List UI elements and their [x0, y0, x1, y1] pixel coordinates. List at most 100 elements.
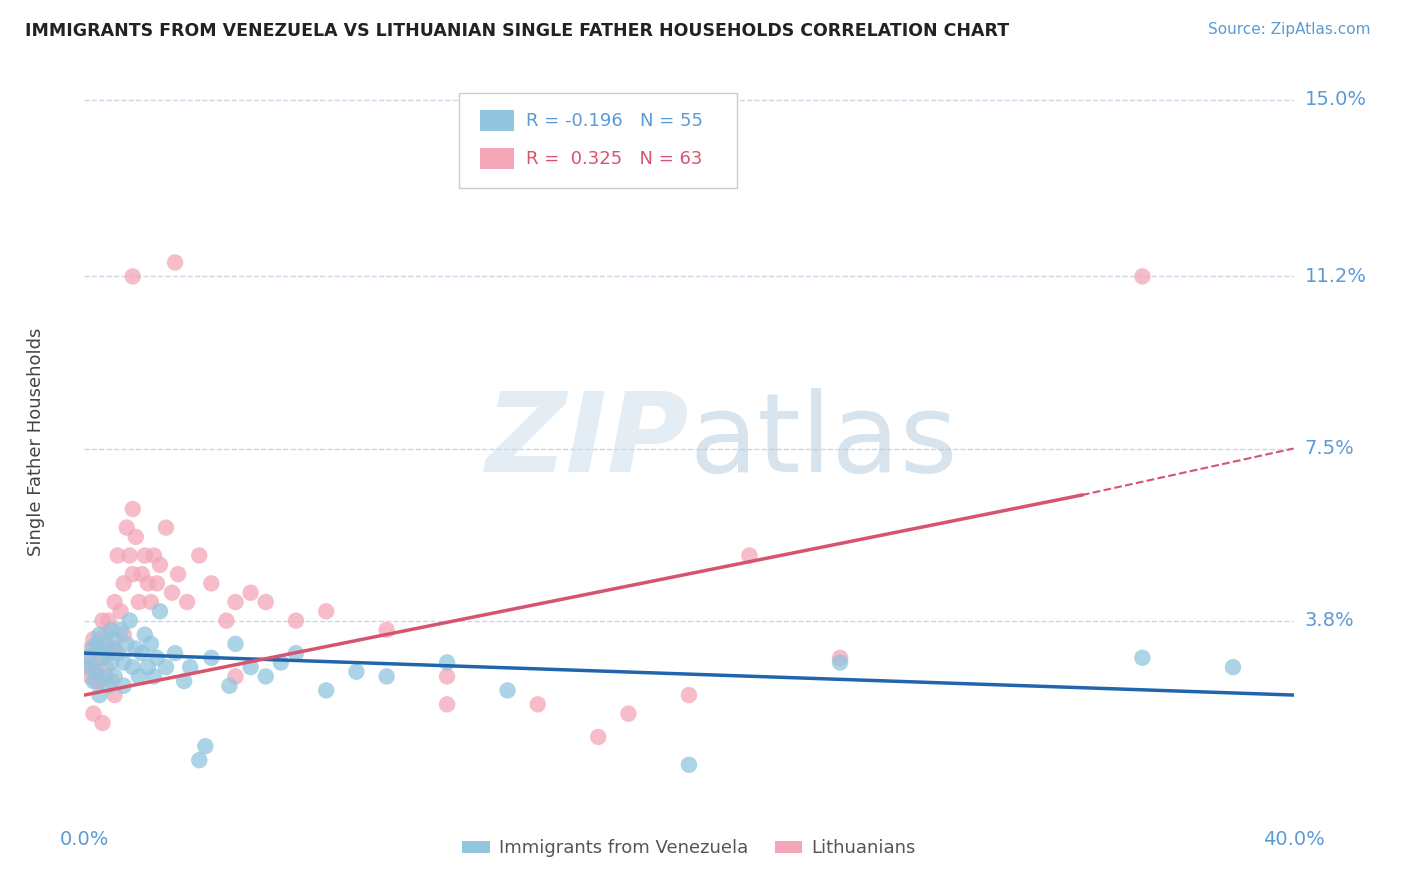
Point — [830, 650, 852, 665]
Point — [165, 255, 187, 269]
Point — [179, 660, 201, 674]
Point — [112, 679, 135, 693]
Point — [225, 637, 247, 651]
Point — [194, 739, 217, 754]
Point — [79, 669, 101, 683]
Point — [91, 614, 114, 628]
Point — [496, 683, 519, 698]
Point — [110, 604, 132, 618]
Point — [82, 706, 104, 721]
Point — [830, 656, 852, 670]
Text: 15.0%: 15.0% — [1305, 90, 1367, 109]
Point — [104, 641, 127, 656]
Point — [121, 269, 143, 284]
Point — [89, 688, 111, 702]
Point — [107, 549, 129, 563]
Legend: Immigrants from Venezuela, Lithuanians: Immigrants from Venezuela, Lithuanians — [456, 832, 922, 864]
Point — [128, 595, 150, 609]
Point — [155, 660, 177, 674]
Point — [91, 650, 114, 665]
Point — [76, 650, 98, 665]
Point — [82, 660, 104, 674]
Point — [104, 632, 127, 647]
Bar — [479, 111, 513, 131]
Text: atlas: atlas — [689, 388, 957, 495]
Point — [91, 715, 114, 730]
Point — [76, 660, 98, 674]
Point — [112, 576, 135, 591]
Point — [91, 650, 114, 665]
Point — [86, 637, 108, 651]
Point — [121, 660, 143, 674]
Point — [131, 567, 153, 582]
Point — [527, 698, 550, 712]
Point — [285, 614, 308, 628]
Point — [100, 674, 122, 689]
Point — [100, 623, 122, 637]
Point — [136, 660, 159, 674]
Point — [215, 614, 238, 628]
Point — [1130, 269, 1153, 284]
Point — [436, 669, 458, 683]
Point — [134, 627, 156, 641]
Point — [118, 614, 141, 628]
Point — [375, 669, 398, 683]
Point — [121, 502, 143, 516]
Point — [239, 585, 262, 599]
Point — [200, 650, 222, 665]
Point — [146, 576, 169, 591]
Point — [315, 683, 337, 698]
Point — [97, 646, 120, 660]
Point — [134, 549, 156, 563]
Point — [86, 674, 108, 689]
Point — [110, 623, 132, 637]
Point — [136, 576, 159, 591]
Point — [121, 567, 143, 582]
FancyBboxPatch shape — [460, 93, 737, 187]
Point — [118, 549, 141, 563]
Point — [89, 641, 111, 656]
Point — [100, 656, 122, 670]
Text: Source: ZipAtlas.com: Source: ZipAtlas.com — [1208, 22, 1371, 37]
Point — [239, 660, 262, 674]
Point — [97, 679, 120, 693]
Point — [149, 558, 172, 572]
Point — [315, 604, 337, 618]
Point — [82, 674, 104, 689]
Text: IMMIGRANTS FROM VENEZUELA VS LITHUANIAN SINGLE FATHER HOUSEHOLDS CORRELATION CHA: IMMIGRANTS FROM VENEZUELA VS LITHUANIAN … — [25, 22, 1010, 40]
Point — [270, 656, 292, 670]
Point — [89, 627, 111, 641]
Point — [225, 595, 247, 609]
Point — [82, 632, 104, 647]
Point — [167, 567, 190, 582]
Point — [1222, 660, 1244, 674]
Text: 3.8%: 3.8% — [1305, 611, 1354, 630]
Point — [218, 679, 240, 693]
Point — [94, 660, 117, 674]
Point — [104, 688, 127, 702]
Text: R = -0.196   N = 55: R = -0.196 N = 55 — [526, 112, 703, 130]
Point — [142, 669, 165, 683]
Point — [125, 641, 148, 656]
Point — [82, 641, 104, 656]
Point — [76, 650, 98, 665]
Bar — [479, 148, 513, 169]
Point — [139, 595, 162, 609]
Point — [738, 549, 761, 563]
Point — [1130, 650, 1153, 665]
Point — [97, 614, 120, 628]
Point — [436, 656, 458, 670]
Point — [112, 656, 135, 670]
Point — [104, 595, 127, 609]
Point — [617, 706, 640, 721]
Point — [115, 637, 138, 651]
Point — [176, 595, 198, 609]
Point — [142, 549, 165, 563]
Text: ZIP: ZIP — [485, 388, 689, 495]
Point — [125, 530, 148, 544]
Point — [346, 665, 368, 679]
Text: 11.2%: 11.2% — [1305, 267, 1367, 286]
Point — [375, 623, 398, 637]
Point — [94, 627, 117, 641]
Point — [149, 604, 172, 618]
